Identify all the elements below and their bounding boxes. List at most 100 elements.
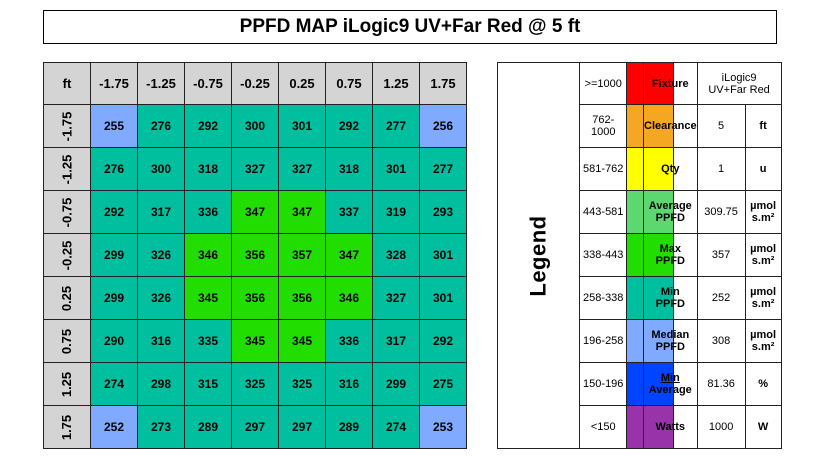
heatmap-cell: 274 <box>90 362 138 406</box>
y-tick-cell: 1.75 <box>43 405 91 449</box>
heatmap-cell: 289 <box>325 405 373 449</box>
chart-title: PPFD MAP iLogic9 UV+Far Red @ 5 ft <box>43 10 777 44</box>
uniformity-label: Min Average <box>643 362 698 406</box>
min-unit-line1: µmol <box>750 286 777 298</box>
heatmap-cell: 327 <box>278 147 326 191</box>
heatmap-cell: 299 <box>372 362 420 406</box>
average-label: Average PPFD <box>643 190 698 234</box>
heatmap-cell: 276 <box>90 147 138 191</box>
heatmap-row: -0.25 299 326 346 356 357 347 328 301 <box>43 233 467 277</box>
min-label-line2: PPFD <box>655 298 685 310</box>
y-tick-cell: 0.25 <box>43 276 91 320</box>
heatmap-cell: 273 <box>137 405 185 449</box>
heatmap-cell: 318 <box>325 147 373 191</box>
heatmap-row: 1.75 252 273 289 297 297 289 274 253 <box>43 405 467 449</box>
uniformity-value: 81.36 <box>696 362 746 406</box>
x-tick-label: -1.75 <box>90 62 138 105</box>
y-tick-cell: 1.25 <box>43 362 91 406</box>
heatmap-cell: 256 <box>419 104 467 148</box>
heatmap-cell: 325 <box>231 362 279 406</box>
average-unit-line2: s.m² <box>751 212 775 224</box>
x-tick-label: -0.75 <box>184 62 232 105</box>
heatmap-cell: 356 <box>231 233 279 277</box>
heatmap-cell: 327 <box>231 147 279 191</box>
average-value: 309.75 <box>696 190 746 234</box>
legend-range-label: <150 <box>579 405 628 449</box>
max-unit-line1: µmol <box>750 243 777 255</box>
info-row-median: Median PPFD 308 µmol s.m² <box>643 319 782 363</box>
heatmap-cell: 301 <box>278 104 326 148</box>
heatmap-cell: 301 <box>419 233 467 277</box>
heatmap-cell: 277 <box>372 104 420 148</box>
y-tick-label: -0.25 <box>59 240 75 270</box>
median-label-line1: Median <box>651 329 690 341</box>
watts-value: 1000 <box>696 405 746 449</box>
legend-title-cell: Legend <box>496 62 581 449</box>
heatmap-cell: 345 <box>231 319 279 363</box>
heatmap-cell: 298 <box>137 362 185 406</box>
watts-label: Watts <box>643 405 698 449</box>
info-row-clearance: Clearance 5 ft <box>643 104 782 148</box>
heatmap-cell: 335 <box>184 319 232 363</box>
heatmap-cell: 290 <box>90 319 138 363</box>
fixture-value: iLogic9 UV+Far Red <box>696 62 782 105</box>
uniformity-label-numerator: Min <box>660 372 680 384</box>
heatmap-cell: 345 <box>278 319 326 363</box>
min-value: 252 <box>696 276 746 320</box>
heatmap-cell: 347 <box>278 190 326 234</box>
heatmap-cell: 356 <box>278 276 326 320</box>
heatmap-cell: 326 <box>137 233 185 277</box>
qty-unit: u <box>744 147 782 191</box>
fixture-value-line2: UV+Far Red <box>708 83 770 96</box>
min-label-line1: Min <box>660 286 680 298</box>
max-unit: µmol s.m² <box>744 233 782 277</box>
median-unit-line2: s.m² <box>751 341 775 353</box>
x-tick-label: 0.25 <box>278 62 326 105</box>
heatmap-cell: 299 <box>90 276 138 320</box>
y-tick-label: -1.25 <box>59 154 75 184</box>
info-row-uniformity: Min Average 81.36 % <box>643 362 782 406</box>
heatmap-cell: 346 <box>184 233 232 277</box>
heatmap-cell: 316 <box>325 362 373 406</box>
heatmap-cell: 315 <box>184 362 232 406</box>
heatmap-cell: 337 <box>325 190 373 234</box>
legend-range-label: 338-443 <box>579 233 628 277</box>
heatmap-cell: 318 <box>184 147 232 191</box>
info-row-max: Max PPFD 357 µmol s.m² <box>643 233 782 277</box>
heatmap-header-row: ft -1.75 -1.25 -0.75 -0.25 0.25 0.75 1.25 1.75 <box>43 62 467 105</box>
heatmap-cell: 301 <box>419 276 467 320</box>
legend-title: Legend <box>525 214 551 297</box>
heatmap-cell: 274 <box>372 405 420 449</box>
heatmap-cell: 357 <box>278 233 326 277</box>
heatmap-row: 0.25 299 326 345 356 356 346 327 301 <box>43 276 467 320</box>
heatmap-cell: 347 <box>231 190 279 234</box>
heatmap-cell: 336 <box>184 190 232 234</box>
heatmap-cell: 317 <box>372 319 420 363</box>
median-unit-line1: µmol <box>750 329 777 341</box>
heatmap-cell: 317 <box>137 190 185 234</box>
min-unit: µmol s.m² <box>744 276 782 320</box>
heatmap-cell: 300 <box>137 147 185 191</box>
y-tick-label: 0.75 <box>59 328 75 354</box>
heatmap-cell: 293 <box>419 190 467 234</box>
median-value: 308 <box>696 319 746 363</box>
heatmap-cell: 275 <box>419 362 467 406</box>
heatmap-cell: 301 <box>372 147 420 191</box>
y-tick-label: 1.25 <box>59 371 75 397</box>
heatmap-cell: 292 <box>419 319 467 363</box>
heatmap-cell: 347 <box>325 233 373 277</box>
qty-value: 1 <box>696 147 746 191</box>
y-tick-label: 1.75 <box>59 414 75 440</box>
heatmap-row: 0.75 290 316 335 345 345 336 317 292 <box>43 319 467 363</box>
heatmap-cell: 292 <box>90 190 138 234</box>
uniformity-unit: % <box>744 362 782 406</box>
info-row-min: Min PPFD 252 µmol s.m² <box>643 276 782 320</box>
watts-unit: W <box>744 405 782 449</box>
heatmap-cell: 277 <box>419 147 467 191</box>
qty-label: Qty <box>643 147 698 191</box>
average-label-line1: Average <box>648 200 692 212</box>
y-tick-label: -1.75 <box>59 111 75 141</box>
min-label: Min PPFD <box>643 276 698 320</box>
legend-range-label: 258-338 <box>579 276 628 320</box>
max-label-line1: Max <box>659 243 681 255</box>
